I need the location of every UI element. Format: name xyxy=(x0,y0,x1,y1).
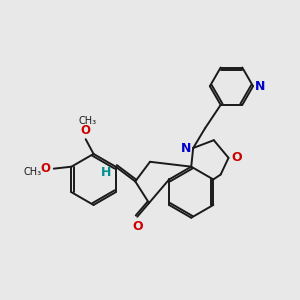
Text: CH₃: CH₃ xyxy=(79,116,97,126)
Text: CH₃: CH₃ xyxy=(23,167,41,177)
Text: O: O xyxy=(81,124,91,137)
Text: O: O xyxy=(231,152,242,164)
Text: O: O xyxy=(40,162,50,175)
Text: N: N xyxy=(255,80,265,93)
Text: N: N xyxy=(181,142,191,154)
Text: O: O xyxy=(132,220,142,233)
Text: H: H xyxy=(100,166,111,179)
